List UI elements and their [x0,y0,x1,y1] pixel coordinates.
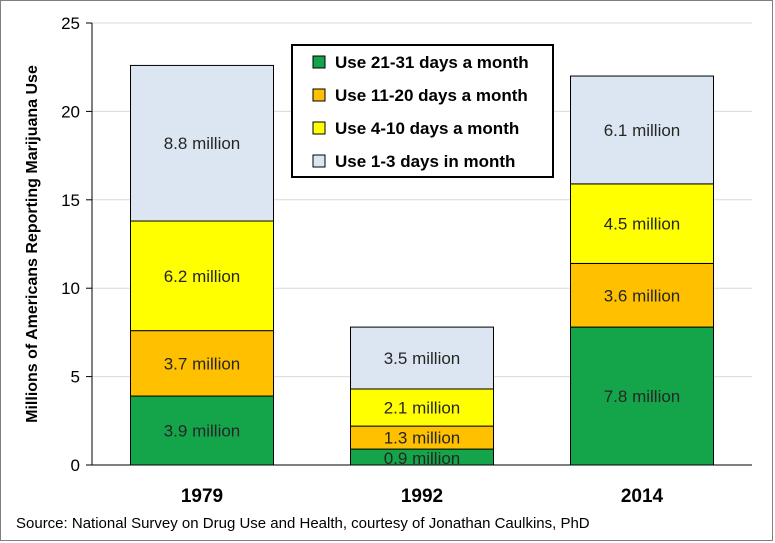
y-axis-label: Millions of Americans Reporting Marijuan… [24,65,41,423]
bar-segment-2014-3 [570,183,714,264]
data-label: 1.3 million [384,429,461,448]
data-label: 3.9 million [164,422,241,441]
data-label: 6.2 million [164,267,241,286]
y-tick-label: 5 [71,368,80,387]
data-label: 4.5 million [604,215,681,234]
legend-label: Use 21-31 days a month [335,53,529,72]
bar-segment-2014-4 [570,75,714,185]
bar-segment-2014-2 [570,262,714,328]
x-tick-label: 1992 [401,486,443,507]
bar-segment-1979-2 [130,330,274,397]
data-label: 7.8 million [604,387,681,406]
y-tick-label: 25 [61,14,80,33]
legend-swatch [312,88,326,102]
bar-segment-2014-1 [570,326,714,466]
y-tick-label: 10 [61,279,80,298]
legend-label: Use 11-20 days a month [335,86,528,105]
data-label: 3.5 million [384,349,461,368]
bar-segment-1979-1 [130,395,274,466]
y-tick-label: 15 [61,191,80,210]
legend-box [291,44,554,178]
legend-swatch [312,154,326,168]
legend-label: Use 4-10 days a month [335,119,519,138]
data-label: 2.1 million [384,399,461,418]
bar-segment-1979-3 [130,220,274,332]
legend-swatch [312,55,326,69]
data-label: 0.9 million [384,449,461,468]
bar-segment-1992-3 [350,388,494,427]
x-tick-label: 1979 [181,486,223,507]
bar-segment-1992-4 [350,326,494,390]
y-tick-label: 0 [71,456,80,475]
legend-label: Use 1-3 days in month [335,152,515,171]
data-label: 8.8 million [164,134,241,153]
x-tick-label: 2014 [621,486,664,507]
legend-swatch [312,121,326,135]
data-label: 3.7 million [164,354,241,373]
data-label: 6.1 million [604,121,681,140]
y-tick-label: 20 [61,102,80,121]
source-note: Source: National Survey on Drug Use and … [16,515,590,532]
bar-segment-1979-4 [130,64,274,222]
data-label: 3.6 million [604,286,681,305]
stacked-bar-chart: 0 5 10 15 20 25 Millions of Americans Reportin… [24,14,752,507]
